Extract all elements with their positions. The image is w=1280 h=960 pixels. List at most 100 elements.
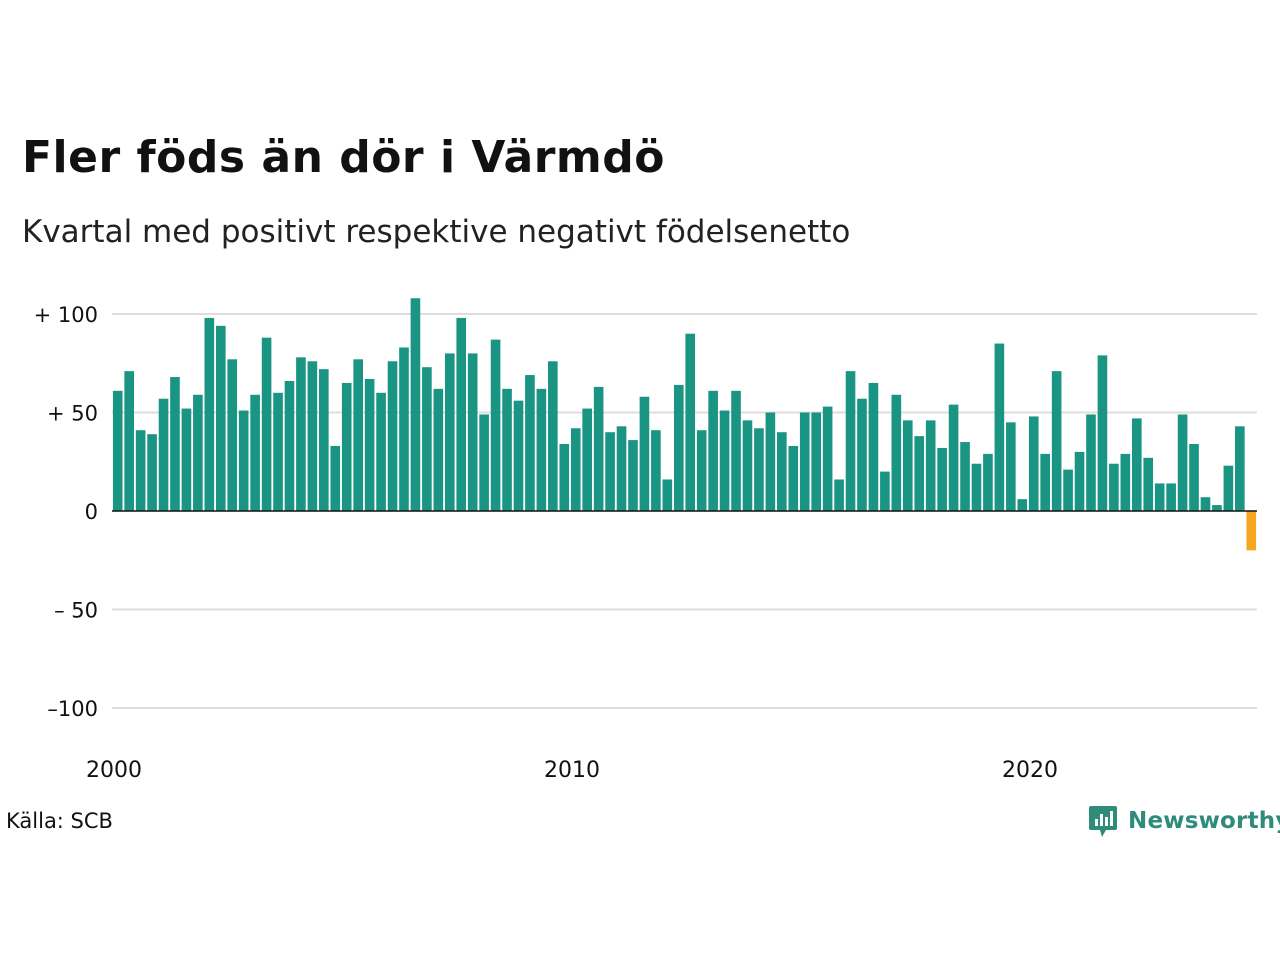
- bar: [490, 339, 501, 511]
- bar: [902, 420, 913, 511]
- bar: [696, 430, 707, 511]
- bar: [1200, 497, 1211, 511]
- bar: [1154, 483, 1165, 511]
- bar: [994, 343, 1005, 511]
- bar: [983, 453, 993, 511]
- chart-title: Fler föds än dör i Värmdö: [22, 132, 665, 183]
- source-note: Källa: SCB: [6, 809, 113, 833]
- bar: [673, 384, 684, 511]
- bar: [1177, 414, 1188, 511]
- bar: [1040, 453, 1050, 511]
- bar: [1143, 457, 1154, 511]
- bar: [307, 361, 318, 511]
- bar: [582, 408, 592, 511]
- bar: [227, 359, 238, 511]
- bar: [868, 382, 879, 511]
- bar: [1223, 465, 1234, 511]
- bar: [399, 347, 409, 511]
- bar: [433, 388, 444, 511]
- bar: [925, 420, 936, 511]
- bar: [1246, 511, 1257, 551]
- bar: [1235, 426, 1245, 511]
- bar: [135, 430, 146, 511]
- bar: [914, 436, 925, 511]
- bar: [937, 447, 947, 511]
- bar: [525, 375, 535, 511]
- bar: [1051, 371, 1062, 511]
- bar: [124, 371, 134, 511]
- bar: [479, 414, 489, 511]
- bar-chart: + 100 + 50 0 – 50 –100 2000 2010 2020: [34, 298, 1257, 783]
- bar: [181, 408, 192, 511]
- x-axis-ticks: 2000 2010 2020: [86, 758, 1058, 783]
- bar: [284, 380, 295, 511]
- bar: [364, 379, 375, 511]
- bar: [1097, 355, 1108, 511]
- bar: [754, 428, 764, 511]
- bar: [1028, 416, 1039, 511]
- bar: [857, 398, 867, 511]
- bar: [719, 410, 730, 511]
- bar: [1189, 444, 1199, 511]
- bar: [948, 404, 959, 511]
- bar: [353, 359, 363, 511]
- bar: [685, 333, 696, 511]
- bar: [376, 392, 386, 511]
- bar: [822, 406, 833, 511]
- chart-subtitle: Kvartal med positivt respektive negativt…: [22, 214, 851, 250]
- bar: [559, 444, 570, 511]
- bar: [845, 371, 856, 511]
- bar: [1131, 418, 1142, 511]
- bar: [834, 479, 844, 511]
- bar: [204, 317, 215, 511]
- bar: [799, 412, 810, 511]
- y-tick-label: + 50: [47, 402, 98, 426]
- bar: [387, 361, 398, 511]
- bar: [158, 398, 169, 511]
- bar: [238, 410, 249, 511]
- y-axis-ticks: + 100 + 50 0 – 50 –100: [34, 303, 98, 721]
- bar: [536, 388, 547, 511]
- bar: [1086, 414, 1096, 511]
- bar: [777, 432, 787, 511]
- bar: [330, 445, 341, 511]
- bar: [593, 386, 604, 511]
- brand-logo[interactable]: Newsworthy: [1088, 804, 1280, 838]
- bar: [112, 390, 123, 511]
- bar: [811, 412, 821, 511]
- bar: [1017, 499, 1028, 511]
- bar: [616, 426, 627, 511]
- bar: [1063, 469, 1073, 511]
- bar: [731, 390, 741, 511]
- bar: [639, 396, 650, 511]
- bar: [250, 394, 260, 511]
- bar: [788, 445, 799, 511]
- bar: [422, 367, 432, 511]
- y-tick-label: + 100: [34, 303, 98, 327]
- bar: [273, 392, 283, 511]
- bar: [891, 394, 902, 511]
- bar: [1006, 422, 1016, 511]
- bar: [170, 377, 180, 511]
- bar: [215, 325, 226, 511]
- bar: [765, 412, 776, 511]
- y-tick-label: – 50: [54, 599, 98, 623]
- bar: [467, 353, 478, 511]
- bar: [708, 390, 718, 511]
- bar: [971, 463, 982, 511]
- bar: [880, 471, 890, 511]
- bar: [193, 394, 203, 511]
- gridlines: [112, 313, 1257, 709]
- bar: [1120, 453, 1131, 511]
- bar: [605, 432, 615, 511]
- x-tick-label: 2000: [86, 758, 142, 783]
- bar: [502, 388, 512, 511]
- bar: [662, 479, 673, 511]
- bar: [513, 400, 524, 511]
- bar: [1109, 463, 1119, 511]
- bars: [112, 298, 1257, 551]
- bar: [1074, 451, 1085, 511]
- brand-name: Newsworthy: [1128, 808, 1280, 834]
- bar: [570, 428, 581, 511]
- bar: [261, 337, 272, 511]
